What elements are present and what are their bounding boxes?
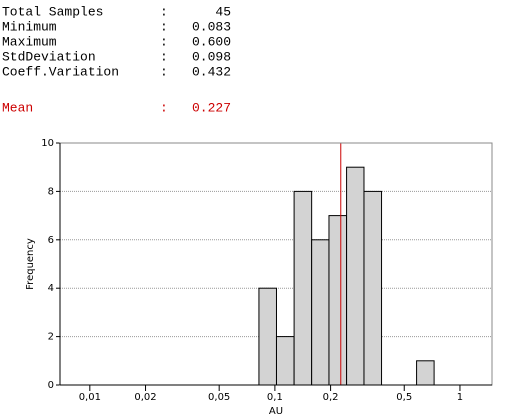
y-tick-label: 4 — [48, 283, 54, 294]
y-tick-label: 10 — [41, 138, 54, 149]
mean-separator: : — [160, 100, 168, 115]
x-tick-label: 0,2 — [323, 392, 339, 403]
bar — [328, 215, 348, 386]
stat-separator: : — [160, 34, 168, 49]
y-tick-label: 0 — [48, 380, 54, 391]
stat-separator: : — [160, 64, 168, 79]
stat-value: 0.600 — [192, 34, 231, 49]
x-tick-label: 0,1 — [267, 392, 283, 403]
bar — [311, 239, 330, 386]
bar — [416, 360, 435, 386]
stat-separator: : — [160, 19, 168, 34]
bar — [293, 190, 313, 386]
mean-label: Mean — [2, 100, 33, 115]
x-tick-label: 1 — [457, 392, 463, 403]
stat-value: 0.083 — [192, 19, 231, 34]
bar — [258, 287, 277, 386]
y-tick-label: 2 — [48, 332, 54, 343]
x-tick-label: 0,02 — [134, 392, 156, 403]
y-tick-label: 6 — [48, 235, 54, 246]
stat-separator: : — [160, 4, 168, 19]
stat-value: 45 — [215, 4, 231, 19]
stat-label: Maximum — [2, 34, 57, 49]
x-axis-label: AU — [269, 406, 283, 417]
stat-value: 0.432 — [192, 64, 231, 79]
x-tick-label: 0,01 — [79, 392, 101, 403]
stat-label: Total Samples — [2, 4, 103, 19]
x-tick-label: 0,5 — [396, 392, 412, 403]
stat-label: Minimum — [2, 19, 57, 34]
bar — [363, 190, 383, 386]
mean-value: 0.227 — [192, 100, 231, 115]
stat-value: 0.098 — [192, 49, 231, 64]
bar — [275, 336, 295, 386]
bar — [346, 166, 365, 386]
y-tick-label: 8 — [48, 186, 54, 197]
stat-label: Coeff.Variation — [2, 64, 119, 79]
stat-separator: : — [160, 49, 168, 64]
x-tick-label: 0,05 — [208, 392, 230, 403]
y-axis-label: Frequency — [25, 238, 36, 290]
stat-label: StdDeviation — [2, 49, 96, 64]
